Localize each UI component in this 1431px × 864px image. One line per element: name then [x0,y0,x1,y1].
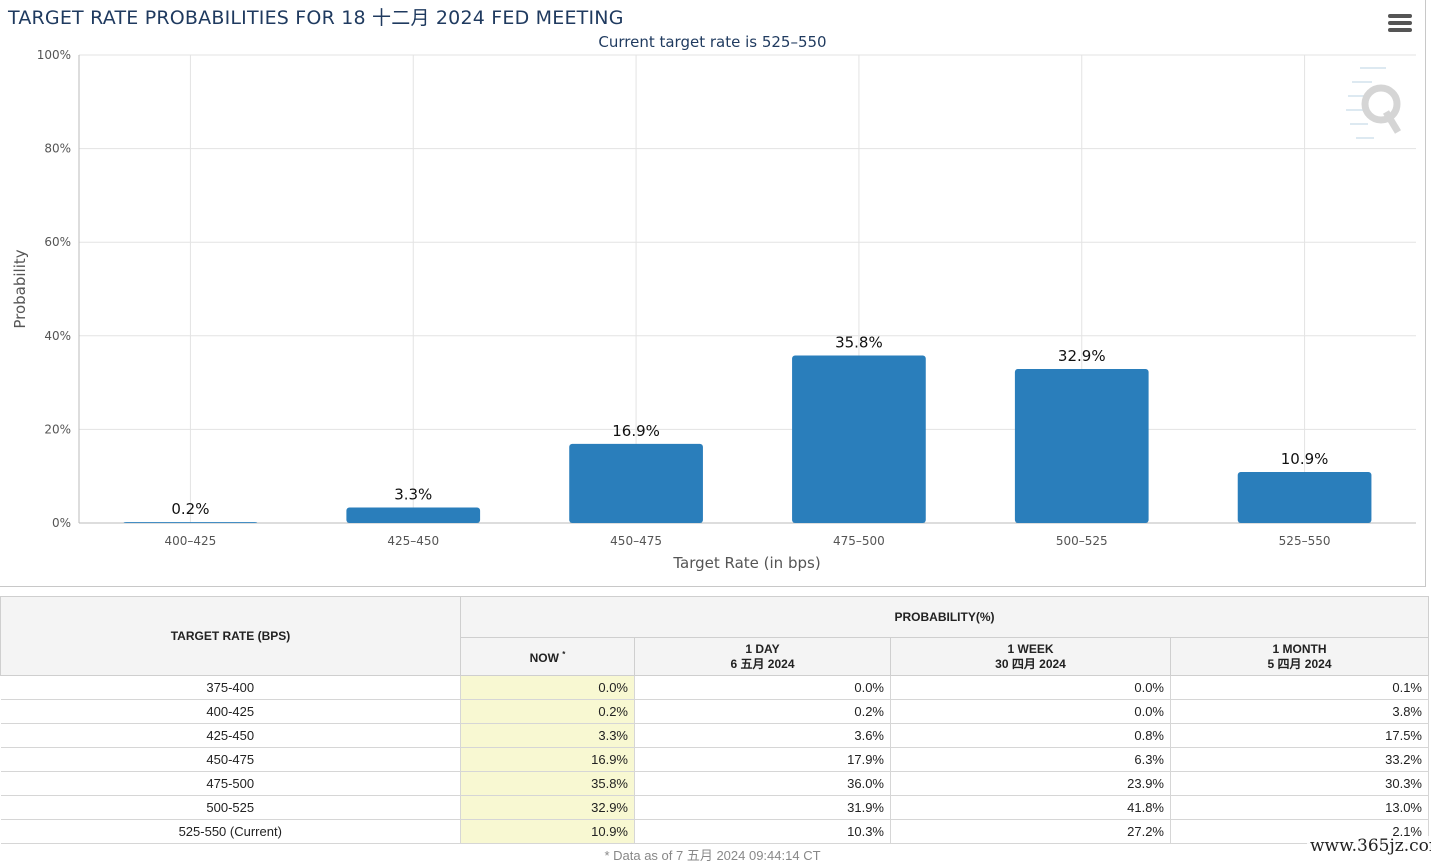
table-row: 425-450 3.3% 3.6% 0.8% 17.5% [0,723,1429,748]
header-1-day-date: 6 五月 2024 [730,656,795,671]
header-now-marker: * [562,650,566,659]
1-day-cell: 10.3% [634,819,891,844]
y-tick-label: 0% [52,516,71,530]
table-row: 475-500 35.8% 36.0% 23.9% 30.3% [0,771,1429,796]
table-row: 525-550 (Current) 10.9% 10.3% 27.2% 2.1% [0,819,1429,844]
chart-panel: TARGET RATE PROBABILITIES FOR 18 十二月 202… [0,0,1426,587]
y-tick-label: 60% [44,235,71,249]
rate-cell: 525-550 (Current) [0,819,461,844]
x-tick-label: 425–450 [387,534,439,548]
cme-fedwatch-q-logo [1346,67,1402,139]
1-week-cell: 27.2% [890,819,1171,844]
x-tick-label: 475–500 [833,534,885,548]
bar-3[interactable] [792,355,926,523]
rate-cell: 475-500 [0,771,461,796]
now-cell: 0.2% [460,699,635,724]
bar-2[interactable] [569,443,703,523]
x-tick-label: 525–550 [1279,534,1331,548]
header-1-month: 1 MONTH 5 四月 2024 [1170,637,1429,676]
table-row: 400-425 0.2% 0.2% 0.0% 3.8% [0,699,1429,724]
bar-1[interactable] [346,507,481,523]
header-1-week-label: 1 WEEK [1007,641,1054,656]
header-probability: PROBABILITY(%) [460,596,1429,638]
probability-table-body: 375-400 0.0% 0.0% 0.0% 0.1% 400-425 0.2% 0.2% 0.… [0,675,1429,844]
x-tick-label: 500–525 [1056,534,1108,548]
bar-0[interactable] [123,522,258,523]
1-month-cell: 17.5% [1170,723,1429,748]
rate-cell: 500-525 [0,795,461,820]
header-1-day-label: 1 DAY [745,641,780,656]
rate-cell: 450-475 [0,747,461,772]
bar-data-label: 10.9% [1281,450,1329,468]
hamburger-menu-icon[interactable] [1388,14,1412,34]
1-week-cell: 0.8% [890,723,1171,748]
now-cell: 32.9% [460,795,635,820]
probability-bar-chart: 0% 20% 40% 60% 80% 100% 0.2% 400–425 3.3% 425–450… [11,48,1416,572]
x-axis-title: Target Rate (in bps) [672,554,820,572]
chart-subtitle: Current target rate is 525–550 [598,33,827,51]
now-cell: 3.3% [460,723,635,748]
header-now: NOW * [460,637,635,676]
rate-cell: 425-450 [0,723,461,748]
table-row: 375-400 0.0% 0.0% 0.0% 0.1% [0,675,1429,700]
now-cell: 10.9% [460,819,635,844]
1-day-cell: 0.0% [634,675,891,700]
rate-cell: 400-425 [0,699,461,724]
1-month-cell: 13.0% [1170,795,1429,820]
1-day-cell: 17.9% [634,747,891,772]
1-week-cell: 0.0% [890,675,1171,700]
header-1-day: 1 DAY 6 五月 2024 [634,637,891,676]
bar-data-label: 16.9% [612,422,660,440]
1-month-cell: 30.3% [1170,771,1429,796]
header-1-week-date: 30 四月 2024 [995,656,1066,671]
data-timestamp-footnote: * Data as of 7 五月 2024 09:44:14 CT [604,848,821,863]
1-day-cell: 31.9% [634,795,891,820]
y-tick-label: 20% [44,422,71,436]
probability-table: TARGET RATE (BPS) PROBABILITY(%) NOW * 1… [0,596,1429,844]
now-cell: 35.8% [460,771,635,796]
bar-data-label: 0.2% [171,500,209,518]
now-cell: 0.0% [460,675,635,700]
y-tick-label: 100% [37,48,71,62]
bar-data-label: 3.3% [394,486,432,504]
1-week-cell: 41.8% [890,795,1171,820]
1-day-cell: 36.0% [634,771,891,796]
x-tick-label: 400–425 [165,534,217,548]
1-month-cell: 33.2% [1170,747,1429,772]
y-tick-label: 40% [44,329,71,343]
bar-4[interactable] [1014,369,1149,523]
bar-data-label: 35.8% [835,333,883,351]
header-1-month-date: 5 四月 2024 [1267,656,1332,671]
now-cell: 16.9% [460,747,635,772]
header-target-rate: TARGET RATE (BPS) [0,596,461,676]
1-month-cell: 0.1% [1170,675,1429,700]
rate-cell: 375-400 [0,675,461,700]
x-tick-label: 450–475 [610,534,662,548]
1-week-cell: 0.0% [890,699,1171,724]
probability-table-container: TARGET RATE (BPS) PROBABILITY(%) NOW * 1… [0,596,1429,844]
header-1-month-label: 1 MONTH [1272,641,1327,656]
header-now-label: NOW [529,651,559,665]
1-month-cell: 3.8% [1170,699,1429,724]
y-tick-label: 80% [44,142,71,156]
1-day-cell: 3.6% [634,723,891,748]
header-1-week: 1 WEEK 30 四月 2024 [890,637,1171,676]
table-row: 500-525 32.9% 31.9% 41.8% 13.0% [0,795,1429,820]
y-axis-title: Probability [11,249,29,328]
1-week-cell: 23.9% [890,771,1171,796]
watermark: www.365jz.com [1307,836,1431,856]
bar-data-label: 32.9% [1058,347,1106,365]
table-row: 450-475 16.9% 17.9% 6.3% 33.2% [0,747,1429,772]
1-week-cell: 6.3% [890,747,1171,772]
1-day-cell: 0.2% [634,699,891,724]
bar-5[interactable] [1237,471,1372,523]
chart-title: TARGET RATE PROBABILITIES FOR 18 十二月 202… [8,7,624,29]
